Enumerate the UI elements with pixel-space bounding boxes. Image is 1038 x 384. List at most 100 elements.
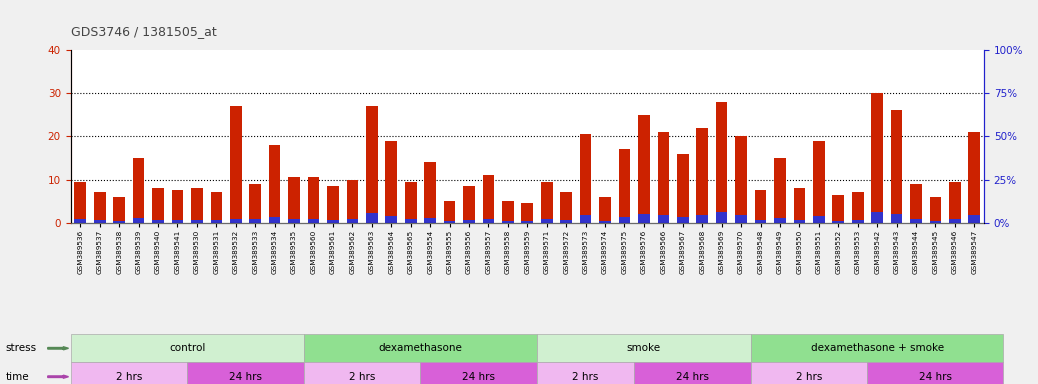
Bar	[425, 218, 436, 223]
Bar	[425, 162, 436, 223]
Text: dexamethasone: dexamethasone	[379, 343, 462, 353]
Bar	[794, 188, 805, 223]
Bar	[949, 182, 961, 223]
Bar	[249, 184, 261, 223]
Bar	[930, 220, 941, 223]
Bar	[755, 220, 766, 223]
Bar	[443, 201, 456, 223]
Bar	[657, 132, 670, 223]
Bar	[537, 362, 634, 384]
Bar	[968, 215, 980, 223]
Text: 2 hrs: 2 hrs	[572, 372, 599, 382]
Bar	[949, 219, 961, 223]
Bar	[347, 219, 358, 223]
Text: time: time	[5, 372, 29, 382]
Bar	[347, 180, 358, 223]
Bar	[813, 141, 824, 223]
Bar	[832, 220, 844, 223]
Bar	[561, 192, 572, 223]
Bar	[735, 215, 747, 223]
Bar	[599, 197, 611, 223]
Bar	[750, 362, 868, 384]
Text: 2 hrs: 2 hrs	[115, 372, 142, 382]
Bar	[75, 219, 86, 223]
Text: 24 hrs: 24 hrs	[676, 372, 709, 382]
Bar	[561, 220, 572, 223]
Bar	[871, 93, 883, 223]
Bar	[541, 219, 552, 223]
Bar	[677, 154, 688, 223]
Bar	[638, 214, 650, 223]
Bar	[71, 334, 304, 362]
Bar	[813, 216, 824, 223]
Bar	[153, 188, 164, 223]
Bar	[657, 215, 670, 223]
Text: dexamethasone + smoke: dexamethasone + smoke	[811, 343, 944, 353]
Bar	[93, 220, 106, 223]
Bar	[502, 221, 514, 223]
Bar	[696, 215, 708, 223]
Bar	[537, 334, 750, 362]
Bar	[521, 221, 534, 223]
Text: 2 hrs: 2 hrs	[796, 372, 822, 382]
Bar	[71, 362, 187, 384]
Bar	[289, 219, 300, 223]
Bar	[832, 195, 844, 223]
Bar	[774, 158, 786, 223]
Bar	[75, 182, 86, 223]
Bar	[750, 334, 1004, 362]
Bar	[541, 182, 552, 223]
Bar	[968, 132, 980, 223]
Bar	[133, 217, 144, 223]
Text: GDS3746 / 1381505_at: GDS3746 / 1381505_at	[71, 25, 216, 38]
Bar	[366, 106, 378, 223]
Bar	[443, 221, 456, 223]
Bar	[113, 197, 125, 223]
Bar	[269, 145, 280, 223]
Bar	[463, 186, 474, 223]
Bar	[852, 220, 864, 223]
Text: stress: stress	[5, 343, 36, 353]
Bar	[910, 184, 922, 223]
Bar	[580, 215, 592, 223]
Bar	[420, 362, 537, 384]
Bar	[871, 212, 883, 223]
Bar	[327, 186, 338, 223]
Bar	[463, 220, 474, 223]
Bar	[385, 216, 398, 223]
Bar	[852, 192, 864, 223]
Bar	[521, 203, 534, 223]
Bar	[211, 192, 222, 223]
Text: 24 hrs: 24 hrs	[919, 372, 952, 382]
Bar	[249, 219, 261, 223]
Bar	[483, 219, 494, 223]
Bar	[483, 175, 494, 223]
Bar	[716, 212, 728, 223]
Bar	[580, 134, 592, 223]
Bar	[133, 158, 144, 223]
Bar	[93, 192, 106, 223]
Bar	[638, 115, 650, 223]
Bar	[891, 111, 902, 223]
Bar	[211, 220, 222, 223]
Bar	[696, 128, 708, 223]
Bar	[171, 190, 184, 223]
Bar	[307, 219, 320, 223]
Text: control: control	[169, 343, 206, 353]
Bar	[171, 220, 184, 223]
Bar	[755, 190, 766, 223]
Bar	[230, 106, 242, 223]
Bar	[304, 362, 420, 384]
Bar	[735, 136, 747, 223]
Bar	[930, 197, 941, 223]
Text: 24 hrs: 24 hrs	[462, 372, 495, 382]
Bar	[113, 220, 125, 223]
Bar	[634, 362, 750, 384]
Bar	[289, 177, 300, 223]
Bar	[153, 220, 164, 223]
Bar	[385, 141, 398, 223]
Bar	[191, 188, 202, 223]
Bar	[230, 219, 242, 223]
Bar	[868, 362, 1004, 384]
Bar	[405, 219, 416, 223]
